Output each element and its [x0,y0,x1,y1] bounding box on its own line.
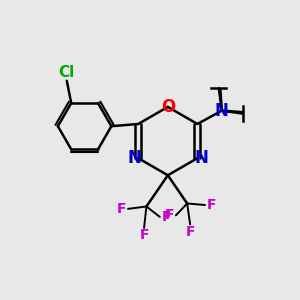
Text: N: N [215,102,229,120]
Text: F: F [185,225,195,239]
Text: N: N [194,149,208,167]
Text: F: F [207,198,216,212]
Text: F: F [139,228,149,242]
Text: F: F [165,208,174,222]
Text: F: F [117,202,126,216]
Text: O: O [161,98,175,116]
Text: Cl: Cl [59,65,75,80]
Text: N: N [128,149,142,167]
Text: F: F [162,210,171,224]
